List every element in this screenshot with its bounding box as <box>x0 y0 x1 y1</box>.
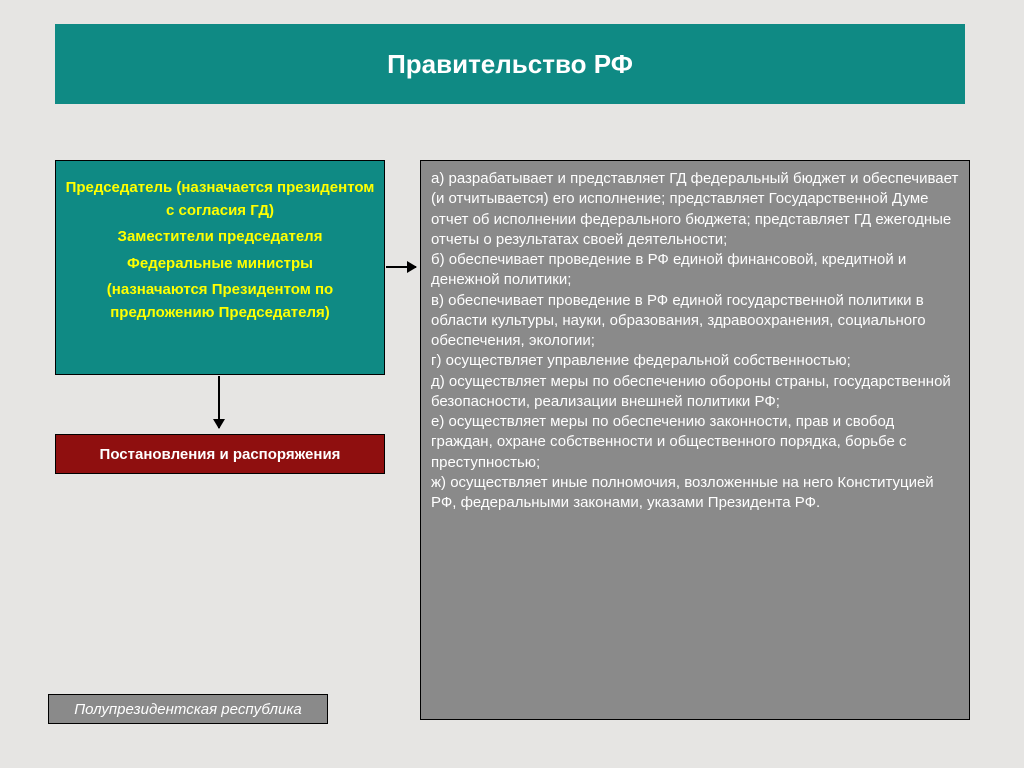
title-bar: Правительство РФ <box>55 24 965 104</box>
arrow-down-icon <box>218 376 220 428</box>
footer-box: Полупрезидентская республика <box>48 694 328 724</box>
arrow-right-icon <box>386 266 416 268</box>
title-text: Правительство РФ <box>387 49 633 80</box>
acts-text: Постановления и распоряжения <box>100 446 341 463</box>
functions-text: а) разрабатывает и представляет ГД федер… <box>431 170 958 511</box>
footer-text: Полупрезидентская республика <box>74 701 302 718</box>
composition-line-0: Председатель (назначается президентом с … <box>64 177 376 222</box>
composition-line-1: Заместители председателя <box>64 226 376 249</box>
acts-box: Постановления и распоряжения <box>55 434 385 474</box>
composition-box: Председатель (назначается президентом с … <box>55 160 385 375</box>
composition-line-3: (назначаются Президентом по предложению … <box>64 279 376 324</box>
functions-box: а) разрабатывает и представляет ГД федер… <box>420 160 970 720</box>
composition-line-2: Федеральные министры <box>64 253 376 276</box>
